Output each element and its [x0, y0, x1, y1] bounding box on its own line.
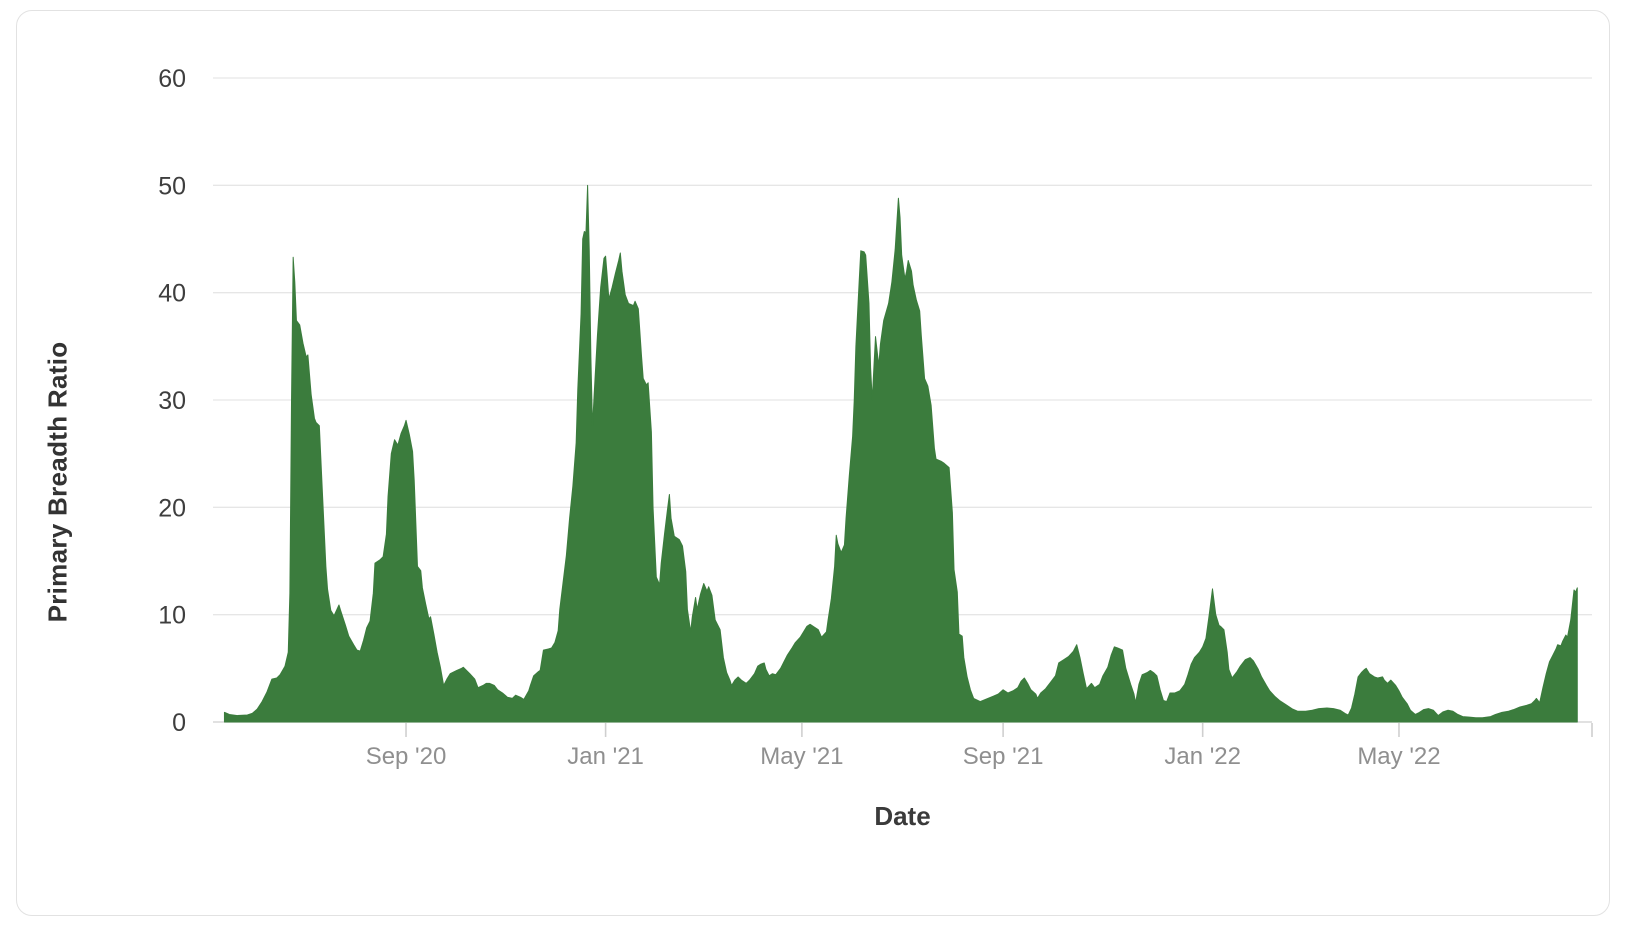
chart-card — [16, 10, 1610, 916]
y-tick-label: 30 — [158, 387, 186, 415]
y-tick-label: 20 — [158, 494, 186, 522]
x-tick-label: Jan '22 — [1164, 743, 1241, 770]
y-tick-label: 0 — [172, 709, 186, 737]
area-series — [223, 184, 1578, 723]
y-tick-label: 60 — [158, 65, 186, 93]
x-tick-label: May '22 — [1357, 743, 1440, 770]
x-tick-label: Sep '21 — [963, 743, 1044, 770]
y-tick-label: 10 — [158, 602, 186, 630]
y-axis-title: Primary Breadth Ratio — [42, 341, 73, 623]
x-tick-label: May '21 — [760, 743, 843, 770]
x-tick-label: Sep '20 — [366, 743, 447, 770]
x-tick-label: Jan '21 — [567, 743, 644, 770]
y-tick-label: 50 — [158, 172, 186, 200]
x-axis-title: Date — [874, 801, 931, 831]
y-tick-label: 40 — [158, 280, 186, 308]
